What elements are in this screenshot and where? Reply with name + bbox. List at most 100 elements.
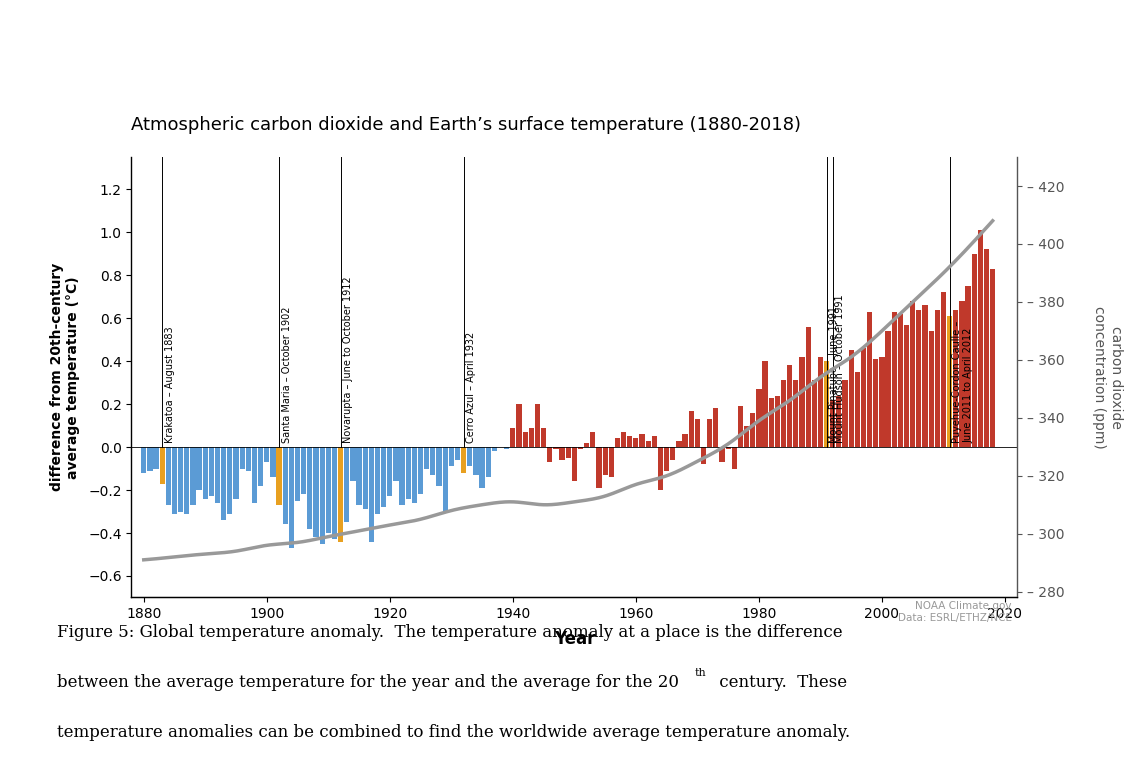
Bar [984,250,989,447]
Bar [153,447,159,469]
Bar [812,381,817,447]
Bar [572,447,577,482]
Bar [541,427,546,447]
Text: temperature anomalies can be combined to find the worldwide average temperature : temperature anomalies can be combined to… [57,724,850,741]
Bar [897,314,903,447]
Bar [178,447,183,512]
Bar [171,447,177,514]
Bar [430,447,435,475]
Bar [357,447,361,505]
Bar [609,447,614,477]
Text: Atmospheric carbon dioxide and Earth’s surface temperature (1880-2018): Atmospheric carbon dioxide and Earth’s s… [131,116,801,134]
Bar [240,447,245,469]
Bar [633,438,639,447]
Bar [817,357,823,447]
Bar [948,316,952,447]
Bar [295,447,301,501]
Bar [160,447,165,483]
Bar [738,406,743,447]
Bar [326,447,331,533]
Bar [750,413,756,447]
Bar [597,447,601,488]
Bar [400,447,405,505]
Bar [775,395,780,447]
Bar [708,419,712,447]
Bar [141,447,146,473]
Bar [491,447,497,451]
Bar [406,447,410,499]
Bar [959,301,965,447]
Y-axis label: difference from 20th-century
average temperature (°C): difference from 20th-century average tem… [49,264,80,491]
Bar [861,349,866,447]
Bar [658,447,663,490]
Bar [928,331,934,447]
Bar [197,447,201,490]
Bar [855,372,860,447]
Bar [331,447,337,539]
Bar [246,447,251,471]
Bar [892,312,897,447]
Bar [695,419,700,447]
Text: between the average temperature for the year and the average for the 20: between the average temperature for the … [57,674,679,691]
Bar [639,434,645,447]
Bar [221,447,226,520]
Bar [628,437,632,447]
Bar [688,411,694,447]
Bar [793,381,799,447]
Bar [788,365,792,447]
Bar [868,312,872,447]
Bar [307,447,312,529]
Bar [486,447,490,477]
Bar [277,447,281,505]
Bar [664,447,670,471]
X-axis label: Year: Year [553,630,596,647]
Bar [842,381,848,447]
Bar [566,447,570,458]
Bar [652,437,657,447]
Bar [209,447,214,496]
Bar [424,447,430,469]
Bar [806,327,810,447]
Bar [768,398,774,447]
Bar [990,269,996,447]
Bar [504,447,510,449]
Bar [941,293,946,447]
Bar [904,325,909,447]
Bar [547,447,552,462]
Bar [479,447,485,488]
Text: Cerro Azul – April 1932: Cerro Azul – April 1932 [466,332,477,443]
Bar [270,447,275,477]
Bar [258,447,263,486]
Bar [602,447,608,475]
Bar [375,447,381,514]
Bar [781,381,786,447]
Bar [282,447,288,525]
Bar [590,432,596,447]
Bar [670,447,676,460]
Bar [473,447,479,475]
Bar [455,447,461,460]
Bar [559,447,565,460]
Bar [215,447,221,503]
Bar [873,359,879,447]
Bar [411,447,417,503]
Bar [166,447,171,505]
Text: Novarupta – June to October 1912: Novarupta – June to October 1912 [343,277,353,443]
Bar [799,357,805,447]
Bar [732,447,737,469]
Bar [578,447,583,449]
Bar [437,447,441,486]
Bar [313,447,319,537]
Bar [719,447,725,462]
Bar [879,357,885,447]
Bar [467,447,472,466]
Bar [393,447,399,482]
Bar [646,440,650,447]
Bar [726,447,730,449]
Bar [682,434,688,447]
Bar [442,447,448,512]
Bar [338,447,343,542]
Bar [320,447,325,544]
Text: Puyehue-Cordon Caulle –
June 2011 to April 2012: Puyehue-Cordon Caulle – June 2011 to Apr… [952,320,974,443]
Bar [362,447,368,509]
